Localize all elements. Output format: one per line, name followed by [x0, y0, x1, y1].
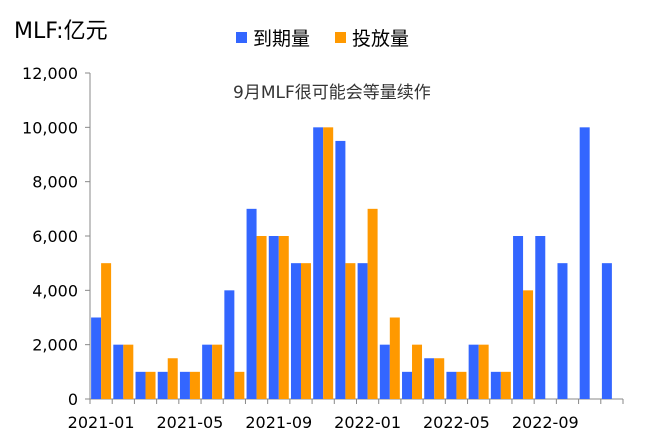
maturity-bar — [313, 127, 324, 399]
maturity-bar — [135, 371, 146, 399]
maturity-bar — [601, 263, 612, 399]
maturity-bar — [335, 140, 346, 399]
legend-swatch-injection — [335, 32, 346, 43]
injection-bar — [500, 371, 511, 399]
maturity-bar — [513, 236, 524, 399]
y-tick-label: 6,000 — [32, 227, 78, 246]
y-tick-label: 8,000 — [32, 173, 78, 192]
injection-bar — [145, 371, 156, 399]
injection-bar — [323, 127, 334, 399]
maturity-bar — [268, 236, 279, 399]
maturity-bar — [379, 344, 390, 399]
injection-bar — [212, 344, 223, 399]
maturity-bar — [290, 263, 301, 399]
maturity-bar — [579, 127, 590, 399]
injection-bar — [478, 344, 489, 399]
injection-bar — [101, 263, 112, 399]
injection-bar — [456, 371, 467, 399]
unit-label: MLF:亿元 — [14, 19, 108, 44]
x-tick-label: 2021-09 — [245, 413, 312, 432]
x-tick-label: 2021-01 — [68, 413, 135, 432]
legend-label-injection: 投放量 — [352, 28, 409, 50]
x-axis: 2021-01 2021-05 2021-09 2022-01 2022-05 2022-… — [68, 398, 624, 432]
maturity-bar — [402, 371, 413, 399]
injection-bar — [367, 208, 378, 399]
injection-bar — [256, 236, 267, 399]
injection-bar — [189, 371, 200, 399]
injection-bar — [234, 371, 245, 399]
y-tick-label: 10,000 — [22, 118, 78, 137]
injection-bar — [434, 358, 445, 399]
maturity-bar — [357, 263, 368, 399]
maturity-bar — [179, 371, 190, 399]
injection-bar — [300, 263, 311, 399]
injection-bar — [123, 344, 134, 399]
maturity-bar — [468, 344, 479, 399]
bars — [91, 127, 612, 399]
maturity-bar — [224, 290, 235, 399]
injection-bar — [345, 263, 356, 399]
maturity-bar — [557, 263, 568, 399]
maturity-bar — [246, 208, 257, 399]
y-tick-label: 0 — [68, 390, 78, 409]
legend: 到期量 投放量 — [236, 28, 409, 50]
y-tick-label: 12,000 — [22, 64, 78, 83]
x-tick-label: 2022-01 — [334, 413, 401, 432]
injection-bar — [412, 344, 423, 399]
injection-bar — [389, 317, 400, 399]
y-tick-label: 2,000 — [32, 336, 78, 355]
maturity-bar — [490, 371, 501, 399]
maturity-bar — [424, 358, 435, 399]
x-tick-label: 2022-05 — [423, 413, 490, 432]
chart-annotation: 9月MLF很可能会等量续作 — [233, 83, 431, 103]
injection-bar — [167, 358, 178, 399]
x-tick-label: 2021-05 — [157, 413, 224, 432]
y-axis: 0 2,000 4,000 6,000 8,000 10,000 12,000 — [22, 64, 91, 409]
maturity-bar — [91, 317, 102, 399]
injection-bar — [278, 236, 289, 399]
legend-swatch-maturity — [236, 32, 247, 43]
maturity-bar — [202, 344, 213, 399]
maturity-bar — [113, 344, 124, 399]
maturity-bar — [535, 236, 546, 399]
legend-label-maturity: 到期量 — [253, 28, 310, 50]
maturity-bar — [446, 371, 457, 399]
injection-bar — [523, 290, 534, 399]
maturity-bar — [157, 371, 168, 399]
x-tick-label: 2022-09 — [512, 413, 579, 432]
y-tick-label: 4,000 — [32, 281, 78, 300]
